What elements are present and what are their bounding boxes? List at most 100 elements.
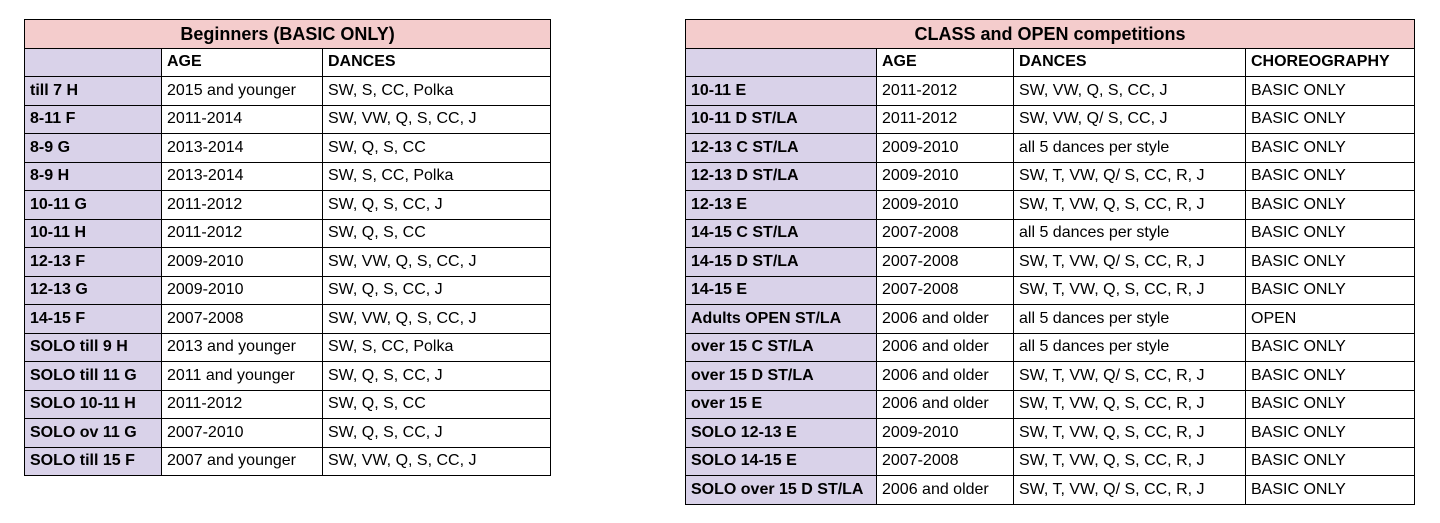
dances-cell: SW, VW, Q, S, CC, J — [321, 104, 552, 134]
age-cell: 2013-2014 — [161, 133, 323, 163]
table-row: 14-15 F 2007-2008 SW, VW, Q, S, CC, J — [24, 304, 552, 334]
dances-cell: SW, Q, S, CC — [321, 389, 552, 419]
table-row: 12-13 E 2009-2010 SW, T, VW, Q, S, CC, R, … — [685, 190, 1416, 220]
table-row: SOLO ov 11 G 2007-2010 SW, Q, S, CC, J — [24, 418, 552, 448]
category-cell: SOLO till 11 G — [24, 361, 162, 391]
age-cell: 2011-2012 — [161, 389, 323, 419]
table-row: over 15 D ST/LA 2006 and older SW, T, VW, … — [685, 361, 1416, 391]
dances-cell: SW, T, VW, Q, S, CC, R, J — [1013, 446, 1246, 476]
header-category — [24, 47, 162, 77]
table-row: 14-15 E 2007-2008 SW, T, VW, Q, S, CC, R, … — [685, 275, 1416, 305]
table-row: SOLO 10-11 H 2011-2012 SW, Q, S, CC — [24, 389, 552, 419]
category-cell: 10-11 D ST/LA — [685, 104, 877, 134]
age-cell: 2011-2012 — [161, 190, 323, 220]
category-cell: 14-15 C ST/LA — [685, 218, 877, 248]
age-cell: 2009-2010 — [161, 247, 323, 277]
dances-cell: SW, T, VW, Q/ S, CC, R, J — [1013, 161, 1246, 191]
dances-cell: SW, Q, S, CC — [321, 133, 552, 163]
table-row: SOLO till 15 F 2007 and younger SW, VW, Q,… — [24, 446, 552, 476]
header-age: AGE — [876, 47, 1014, 77]
category-cell: Adults OPEN ST/LA — [685, 304, 877, 334]
class-open-header-row: AGE DANCES CHOREOGRAPHY — [685, 47, 1416, 77]
dances-cell: all 5 dances per style — [1013, 332, 1246, 362]
choreography-cell: BASIC ONLY — [1244, 418, 1416, 448]
table-row: over 15 E 2006 and older SW, T, VW, Q, S, … — [685, 389, 1416, 419]
table-row: over 15 C ST/LA 2006 and older all 5 dance… — [685, 332, 1416, 362]
header-dances: DANCES — [1013, 47, 1246, 77]
beginners-table-body: till 7 H 2015 and younger SW, S, CC, Polka… — [24, 76, 552, 476]
choreography-cell: BASIC ONLY — [1244, 247, 1416, 277]
age-cell: 2007-2008 — [876, 218, 1014, 248]
age-cell: 2006 and older — [876, 361, 1014, 391]
age-cell: 2009-2010 — [876, 418, 1014, 448]
choreography-cell: BASIC ONLY — [1244, 161, 1416, 191]
table-row: 12-13 D ST/LA 2009-2010 SW, T, VW, Q/ S, C… — [685, 161, 1416, 191]
choreography-cell: BASIC ONLY — [1244, 361, 1416, 391]
choreography-cell: BASIC ONLY — [1244, 133, 1416, 163]
header-choreography: CHOREOGRAPHY — [1244, 47, 1416, 77]
age-cell: 2013 and younger — [161, 332, 323, 362]
choreography-cell: OPEN — [1244, 304, 1416, 334]
category-cell: SOLO till 9 H — [24, 332, 162, 362]
age-cell: 2013-2014 — [161, 161, 323, 191]
dances-cell: SW, S, CC, Polka — [321, 161, 552, 191]
table-row: 14-15 D ST/LA 2007-2008 SW, T, VW, Q/ S, C… — [685, 247, 1416, 277]
category-cell: 12-13 F — [24, 247, 162, 277]
choreography-cell: BASIC ONLY — [1244, 475, 1416, 505]
category-cell: 10-11 G — [24, 190, 162, 220]
dances-cell: SW, VW, Q, S, CC, J — [321, 304, 552, 334]
age-cell: 2007-2008 — [876, 446, 1014, 476]
category-cell: over 15 D ST/LA — [685, 361, 877, 391]
table-row: SOLO over 15 D ST/LA 2006 and older SW, T,… — [685, 475, 1416, 505]
category-cell: over 15 E — [685, 389, 877, 419]
class-open-table: CLASS and OPEN competitions AGE DANCES C… — [684, 19, 1416, 505]
category-cell: 10-11 H — [24, 218, 162, 248]
table-row: 10-11 E 2011-2012 SW, VW, Q, S, CC, J BASIC… — [685, 76, 1416, 106]
table-row: 10-11 D ST/LA 2011-2012 SW, VW, Q/ S, CC, … — [685, 104, 1416, 134]
choreography-cell: BASIC ONLY — [1244, 190, 1416, 220]
category-cell: 12-13 G — [24, 275, 162, 305]
class-open-table-body: 10-11 E 2011-2012 SW, VW, Q, S, CC, J BASIC… — [685, 76, 1416, 505]
table-row: SOLO 14-15 E 2007-2008 SW, T, VW, Q, S, CC… — [685, 446, 1416, 476]
age-cell: 2007-2008 — [161, 304, 323, 334]
table-row: Adults OPEN ST/LA 2006 and older all 5 dan… — [685, 304, 1416, 334]
age-cell: 2006 and older — [876, 389, 1014, 419]
age-cell: 2009-2010 — [876, 133, 1014, 163]
table-row: 8-9 H 2013-2014 SW, S, CC, Polka — [24, 161, 552, 191]
choreography-cell: BASIC ONLY — [1244, 104, 1416, 134]
dances-cell: SW, VW, Q/ S, CC, J — [1013, 104, 1246, 134]
age-cell: 2011-2012 — [161, 218, 323, 248]
dances-cell: SW, Q, S, CC, J — [321, 361, 552, 391]
age-cell: 2006 and older — [876, 304, 1014, 334]
age-cell: 2007-2008 — [876, 247, 1014, 277]
age-cell: 2011-2014 — [161, 104, 323, 134]
dances-cell: SW, VW, Q, S, CC, J — [1013, 76, 1246, 106]
header-category — [685, 47, 877, 77]
table-row: 10-11 H 2011-2012 SW, Q, S, CC — [24, 218, 552, 248]
choreography-cell: BASIC ONLY — [1244, 218, 1416, 248]
age-cell: 2009-2010 — [876, 190, 1014, 220]
category-cell: 14-15 E — [685, 275, 877, 305]
table-row: SOLO till 9 H 2013 and younger SW, S, CC, … — [24, 332, 552, 362]
dances-cell: SW, T, VW, Q, S, CC, R, J — [1013, 418, 1246, 448]
beginners-table-title: Beginners (BASIC ONLY) — [23, 19, 552, 49]
age-cell: 2011-2012 — [876, 104, 1014, 134]
category-cell: 10-11 E — [685, 76, 877, 106]
choreography-cell: BASIC ONLY — [1244, 76, 1416, 106]
age-cell: 2011-2012 — [876, 76, 1014, 106]
dances-cell: all 5 dances per style — [1013, 133, 1246, 163]
category-cell: SOLO 12-13 E — [685, 418, 877, 448]
table-row: 14-15 C ST/LA 2007-2008 all 5 dances per s… — [685, 218, 1416, 248]
category-cell: 12-13 C ST/LA — [685, 133, 877, 163]
table-row: 8-9 G 2013-2014 SW, Q, S, CC — [24, 133, 552, 163]
age-cell: 2009-2010 — [876, 161, 1014, 191]
dances-cell: all 5 dances per style — [1013, 304, 1246, 334]
dances-cell: SW, VW, Q, S, CC, J — [321, 247, 552, 277]
category-cell: 12-13 E — [685, 190, 877, 220]
dances-cell: SW, T, VW, Q/ S, CC, R, J — [1013, 247, 1246, 277]
choreography-cell: BASIC ONLY — [1244, 275, 1416, 305]
dances-cell: SW, Q, S, CC, J — [321, 190, 552, 220]
age-cell: 2015 and younger — [161, 76, 323, 106]
beginners-header-row: AGE DANCES — [24, 47, 552, 77]
table-row: 12-13 G 2009-2010 SW, Q, S, CC, J — [24, 275, 552, 305]
